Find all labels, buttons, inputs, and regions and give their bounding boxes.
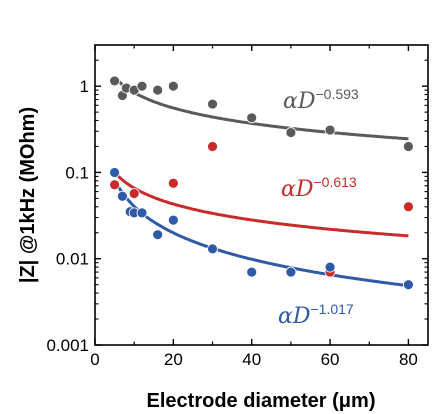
data-point-series-3	[109, 167, 120, 178]
y-tick-label: 0.1	[65, 163, 89, 182]
fit-curve-2	[113, 171, 409, 238]
data-point-series-3	[324, 261, 336, 273]
fit-label-3: αD−1.017	[278, 301, 354, 329]
y-tick-label: 0.01	[56, 250, 89, 269]
data-point-series-1	[152, 84, 164, 96]
y-axis-label: |Z| @1kHz (MOhm)	[17, 107, 39, 283]
data-point-series-3	[117, 190, 128, 202]
fit-label-1: αD−0.593	[283, 86, 359, 114]
y-tick-label: 1	[80, 77, 89, 96]
axis-ticks: 0 20 40 60 80 0.001 0.01 0.1 1	[46, 44, 428, 369]
plot-frame	[94, 44, 429, 346]
fit-exponent-1: −0.593	[316, 86, 359, 102]
data-point-series-3	[167, 214, 179, 226]
data-point-series-1	[109, 75, 120, 87]
data-point-series-1	[207, 98, 218, 110]
data-point-series-1	[324, 124, 336, 136]
fit-curve-3	[113, 179, 409, 288]
data-point-series-2	[403, 201, 414, 213]
fit-exponent-3: −1.017	[311, 301, 354, 317]
data-point-series-2	[167, 177, 179, 189]
data-point-series-1	[403, 141, 414, 152]
data-point-series-3	[152, 229, 164, 241]
data-point-series-3	[403, 279, 414, 291]
x-axis-label: Electrode diameter (μm)	[147, 390, 376, 412]
fit-label-2: αD−0.613	[281, 174, 357, 202]
data-point-series-3	[136, 207, 148, 219]
data-point-series-2	[128, 188, 140, 199]
fit-labels: αD−0.593 αD−0.613 αD−1.017	[278, 86, 359, 329]
data-point-series-2	[109, 179, 120, 191]
x-tick-label: 80	[399, 350, 418, 369]
data-point-series-3	[246, 266, 258, 278]
fit-curves	[113, 76, 409, 288]
data-point-series-1	[246, 112, 258, 124]
data-point-series-1	[136, 80, 148, 92]
data-point-series-3	[207, 243, 218, 255]
data-point-series-2	[207, 141, 218, 152]
data-point-series-3	[285, 266, 297, 278]
y-tick-label: 0.001	[46, 336, 89, 355]
data-point-series-1	[285, 127, 297, 138]
fit-exponent-2: −0.613	[314, 174, 357, 190]
x-tick-label: 0	[90, 350, 99, 369]
fit-curve-1	[113, 76, 409, 141]
x-tick-label: 60	[321, 350, 340, 369]
x-tick-label: 40	[242, 350, 261, 369]
data-point-series-1	[167, 80, 179, 92]
data-points	[109, 75, 414, 291]
x-tick-label: 20	[164, 350, 183, 369]
